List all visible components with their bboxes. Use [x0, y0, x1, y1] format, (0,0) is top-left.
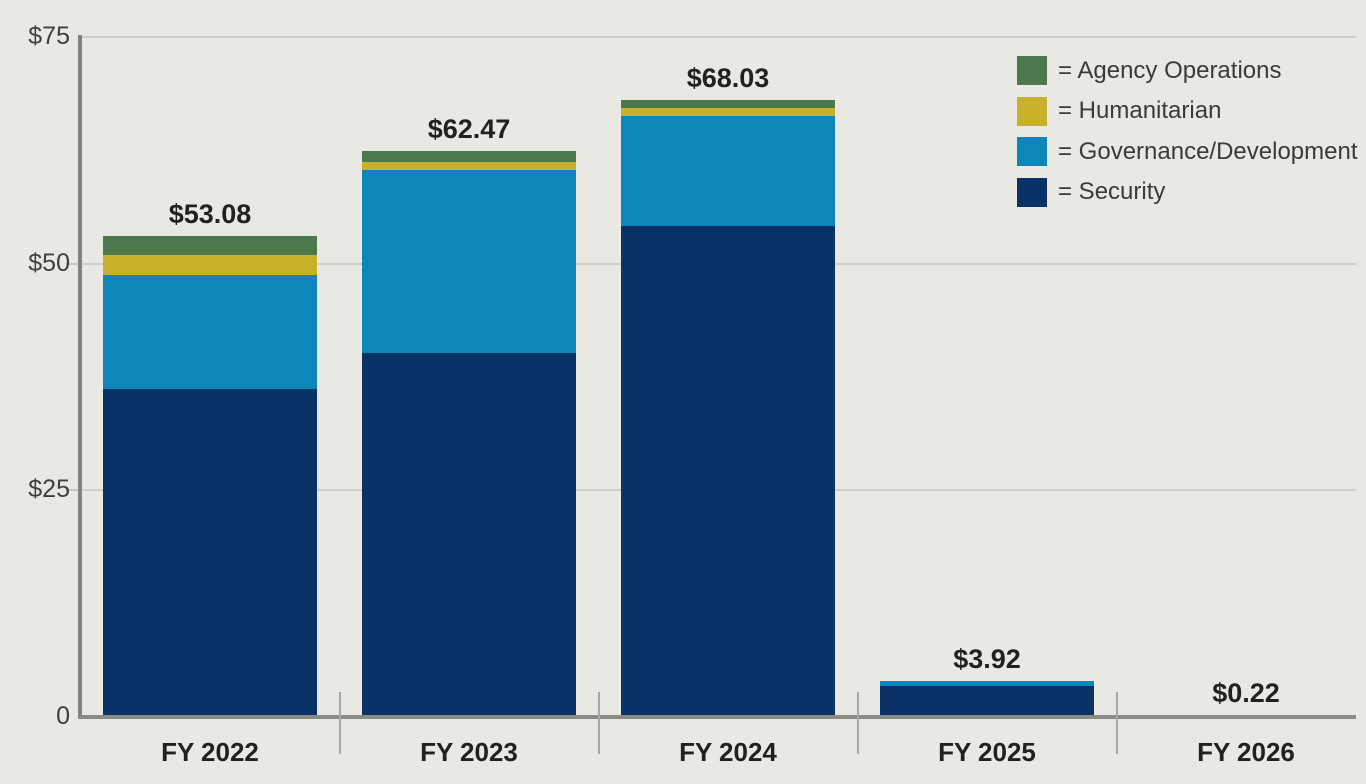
- bar-segment-fy-2023-security: [362, 352, 576, 717]
- legend-swatch-governance-development: [1017, 137, 1047, 166]
- x-axis-line: [78, 715, 1356, 719]
- legend: = Agency Operations = Humanitarian = Gover…: [1017, 56, 1358, 218]
- bar-segment-fy-2024-governance-development: [621, 115, 835, 226]
- bar-segment-fy-2023-agency-operations: [362, 150, 576, 162]
- legend-item-security: = Security: [1017, 177, 1358, 207]
- legend-label: = Security: [1058, 178, 1166, 205]
- x-axis-label-fy-2026: FY 2026: [1197, 737, 1295, 767]
- y-axis-label-0: 0: [56, 702, 70, 730]
- bar-total-label-fy-2022: $53.08: [168, 198, 252, 229]
- bar-segment-fy-2024-agency-operations: [621, 100, 835, 109]
- legend-swatch-agency-operations: [1017, 56, 1047, 85]
- legend-item-governance-development: = Governance/Development: [1017, 137, 1358, 166]
- bar-segment-fy-2025-security: [880, 686, 1094, 717]
- legend-item-agency-operations: = Agency Operations: [1017, 56, 1358, 85]
- bar-segment-fy-2022-humanitarian: [103, 254, 317, 275]
- bar-segment-fy-2024-security: [621, 225, 835, 717]
- category-divider-3: [856, 692, 859, 754]
- category-divider-2: [597, 692, 600, 754]
- bar-segment-fy-2022-governance-development: [103, 274, 317, 389]
- bar-total-label-fy-2024: $68.03: [686, 63, 770, 94]
- y-axis-label-75: $75: [28, 22, 70, 50]
- y-tick-mark-50: [66, 262, 80, 265]
- bar-segment-fy-2022-security: [103, 388, 317, 717]
- legend-label: = Governance/Development: [1058, 137, 1358, 165]
- y-axis-label-25: $25: [28, 475, 70, 504]
- x-axis-label-fy-2023: FY 2023: [420, 737, 518, 767]
- bar-segment-fy-2025-governance-development: [880, 681, 1094, 687]
- legend-label: = Humanitarian: [1058, 97, 1222, 124]
- gridline-75: [80, 36, 1356, 38]
- bar-segment-fy-2022-agency-operations: [103, 235, 317, 255]
- bar-total-label-fy-2025: $3.92: [953, 644, 1021, 675]
- x-axis-label-fy-2022: FY 2022: [161, 737, 259, 767]
- category-divider-4: [1115, 692, 1118, 754]
- bar-total-label-fy-2026: $0.22: [1212, 678, 1280, 708]
- legend-label: = Agency Operations: [1058, 56, 1282, 84]
- y-axis-line: [78, 35, 82, 719]
- bar-segment-fy-2023-humanitarian: [362, 161, 576, 171]
- x-axis-label-fy-2024: FY 2024: [679, 737, 777, 767]
- x-axis-label-fy-2025: FY 2025: [938, 737, 1036, 767]
- legend-swatch-security: [1017, 177, 1047, 207]
- bar-segment-fy-2024-humanitarian: [621, 108, 835, 116]
- bar-total-label-fy-2023: $62.47: [427, 113, 511, 144]
- y-tick-mark-25: [66, 489, 80, 492]
- category-divider-1: [338, 692, 341, 754]
- bar-segment-fy-2023-governance-development: [362, 170, 576, 353]
- legend-item-humanitarian: = Humanitarian: [1017, 96, 1358, 126]
- y-axis-label-50: $50: [28, 248, 70, 277]
- legend-swatch-humanitarian: [1017, 96, 1047, 126]
